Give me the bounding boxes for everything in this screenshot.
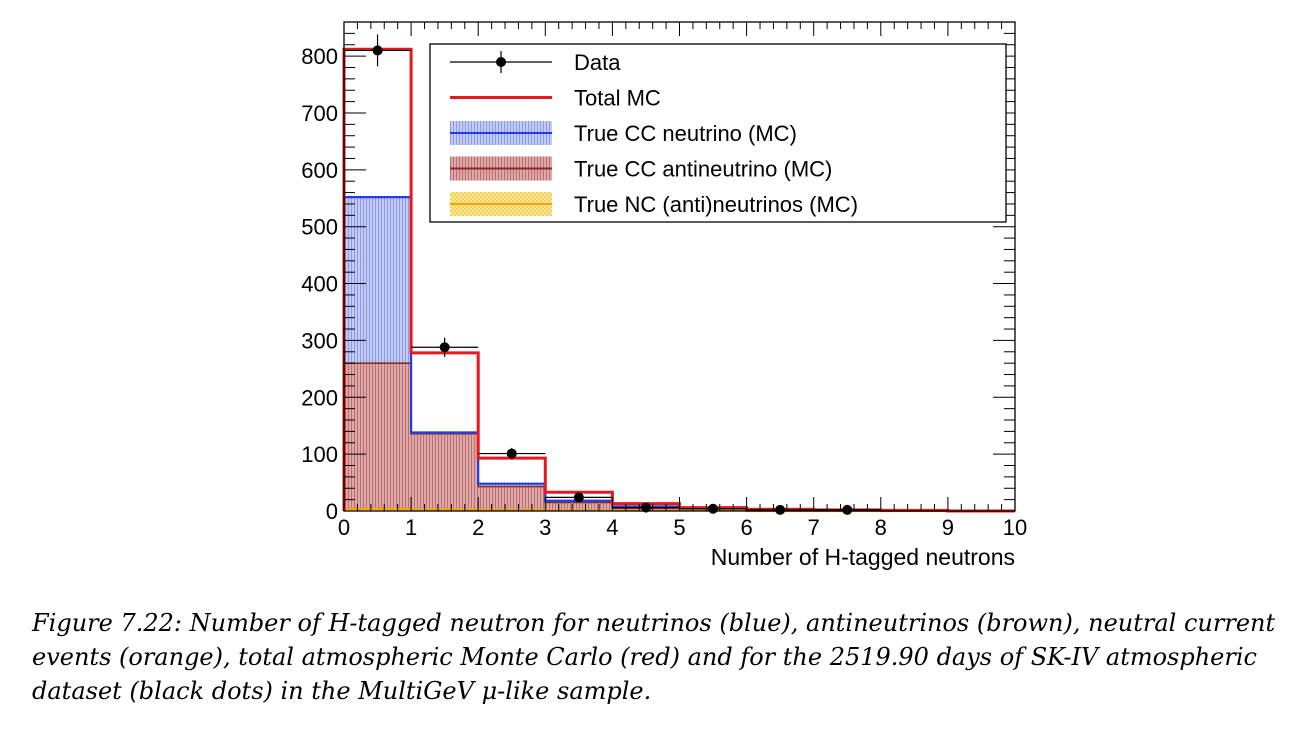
data-point-marker — [775, 504, 786, 515]
x-tick-label: 5 — [673, 515, 685, 540]
legend-entry: Data — [450, 50, 621, 75]
legend-label: True NC (anti)neutrinos (MC) — [574, 192, 858, 217]
x-tick-label: 10 — [1003, 515, 1027, 540]
data-point-marker — [640, 502, 651, 513]
x-axis-title: Number of H-tagged neutrons — [711, 544, 1015, 570]
data-point-marker — [439, 342, 450, 353]
data-point-marker — [573, 492, 584, 503]
x-tick-label: 6 — [740, 515, 752, 540]
histogram-chart: 0 1 2 3 4 5 6 7 8 9 100100200300400500600700800Num… — [301, 21, 1027, 570]
x-tick-label: 3 — [539, 515, 551, 540]
y-tick-label: 300 — [301, 328, 338, 353]
data-point — [344, 34, 412, 67]
data-point-marker — [842, 504, 853, 515]
legend-label: True CC antineutrino (MC) — [574, 157, 832, 182]
true-cc-antineutrino-mc-bar — [545, 502, 613, 511]
y-tick-label: 600 — [301, 158, 338, 183]
data-points — [344, 34, 881, 515]
figure-caption: Figure 7.22: Number of H-tagged neutron … — [32, 609, 1276, 705]
legend-entry: True NC (anti)neutrinos (MC) — [450, 192, 858, 217]
data-point — [746, 504, 814, 515]
x-tick-label: 2 — [472, 515, 484, 540]
y-tick-label: 0 — [326, 499, 338, 524]
x-tick-label: 1 — [405, 515, 417, 540]
legend-entry: True CC neutrino (MC) — [450, 121, 797, 146]
legend-entry: Total MC — [450, 86, 661, 111]
legend-label: Data — [574, 50, 621, 75]
y-tick-label: 800 — [301, 44, 338, 69]
data-point-marker — [708, 503, 719, 514]
data-point — [813, 504, 881, 515]
y-tick-label: 200 — [301, 385, 338, 410]
true-cc-antineutrino-mc-bar — [478, 486, 546, 511]
y-tick-label: 400 — [301, 272, 338, 297]
x-tick-label: 7 — [808, 515, 820, 540]
data-point — [411, 337, 479, 357]
data-point — [612, 502, 680, 513]
legend-data-marker — [496, 57, 506, 67]
legend-label: Total MC — [574, 86, 661, 111]
x-tick-label: 9 — [942, 515, 954, 540]
true-cc-antineutrino-mc-bar — [411, 433, 479, 511]
data-point — [545, 492, 613, 503]
data-point — [478, 447, 546, 460]
x-tick-label: 0 — [338, 515, 350, 540]
data-point-marker — [506, 448, 517, 459]
data-point-marker — [372, 45, 383, 56]
true-cc-antineutrino-mc-bar — [344, 363, 412, 511]
legend-entry: True CC antineutrino (MC) — [450, 156, 832, 182]
y-tick-label: 500 — [301, 215, 338, 240]
data-point — [679, 503, 747, 514]
axes: 0 1 2 3 4 5 6 7 8 9 100100200300400500600700800Num… — [301, 21, 1027, 570]
x-tick-label: 8 — [875, 515, 887, 540]
legend: Data Total MC True CC neutrino (MC) True CC… — [429, 43, 1007, 223]
x-tick-label: 4 — [606, 515, 618, 540]
y-tick-label: 100 — [301, 442, 338, 467]
y-tick-label: 700 — [301, 101, 338, 126]
true-nc-anti-neutrinos-mc-bar — [344, 508, 412, 511]
legend-label: True CC neutrino (MC) — [574, 121, 797, 146]
